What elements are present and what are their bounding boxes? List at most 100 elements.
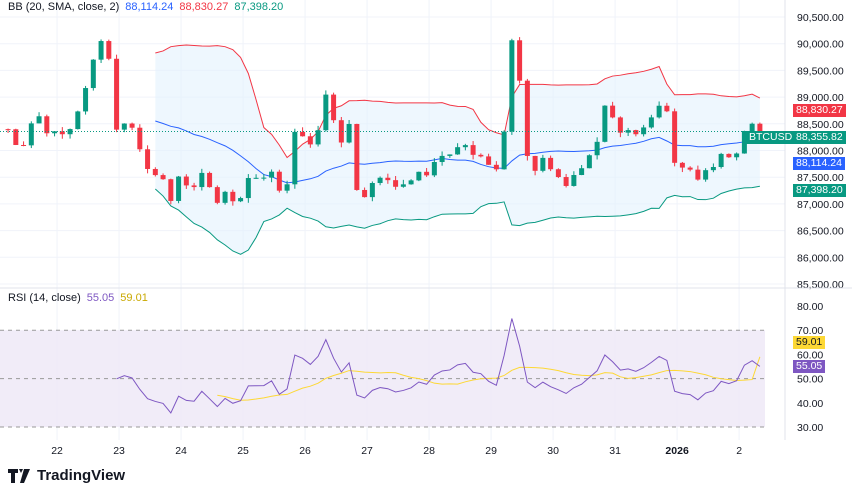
price-tick-label: 86,000.00: [797, 252, 844, 264]
candle: [594, 141, 600, 156]
candle: [726, 153, 732, 158]
bb-lower-line: [154, 185, 760, 255]
candle: [571, 175, 577, 186]
rsi-ma-tag: 59.01: [793, 336, 826, 349]
rsi-legend-label: RSI (14, close): [8, 292, 81, 304]
candle: [207, 172, 213, 188]
candle: [610, 105, 616, 118]
candle: [641, 127, 647, 135]
candle: [13, 129, 19, 145]
candle: [245, 178, 251, 199]
last-price-tag: 88,355.82: [793, 131, 846, 144]
time-tick-label: 29: [485, 445, 497, 457]
rsi-tick-label: 60.00: [797, 349, 823, 361]
candle: [563, 177, 569, 186]
candle: [90, 59, 96, 89]
rsi-tag: 55.05: [793, 360, 826, 373]
time-tick-label: 24: [175, 445, 187, 457]
candle: [28, 123, 34, 146]
price-tick-label: 87,000.00: [797, 199, 844, 211]
bb-lower-tag: 87,398.20: [793, 184, 846, 197]
candle: [741, 130, 747, 154]
rsi-band-fill: [0, 330, 765, 427]
candle: [586, 155, 592, 169]
price-tick-label: 89,000.00: [797, 92, 844, 104]
candle: [338, 120, 344, 143]
time-tick-label: 22: [51, 445, 63, 457]
candle: [509, 40, 515, 132]
price-tick-label: 90,500.00: [797, 12, 844, 24]
bb-upper-value: 88,830.27: [179, 1, 229, 13]
candle: [517, 40, 523, 81]
candle: [431, 162, 437, 176]
candle: [439, 155, 445, 163]
candle: [501, 131, 507, 170]
time-tick-label: 2: [736, 445, 742, 457]
candle: [21, 144, 27, 146]
candle: [447, 154, 453, 156]
candle: [106, 41, 112, 59]
price-tick-label: 89,500.00: [797, 65, 844, 77]
bb-basis-line: [155, 120, 760, 184]
time-tick-label: 28: [423, 445, 435, 457]
candle: [470, 145, 476, 155]
price-tick-label: 88,500.00: [797, 119, 844, 131]
candle: [52, 131, 58, 134]
time-tick-label: 26: [299, 445, 311, 457]
candle: [214, 187, 220, 203]
candle: [424, 171, 430, 176]
candle: [67, 129, 73, 135]
candle: [362, 189, 368, 198]
symbol-tag: BTCUSD: [746, 131, 796, 144]
bb-legend-label: BB (20, SMA, close, 2): [8, 1, 120, 13]
candle: [183, 176, 189, 186]
candle: [672, 111, 678, 163]
candle: [625, 130, 631, 133]
candle: [679, 162, 685, 168]
candle: [238, 198, 244, 202]
rsi-tick-label: 80.00: [797, 301, 823, 313]
time-tick-label: 2026: [665, 445, 689, 457]
time-tick-label: 27: [361, 445, 373, 457]
candle: [5, 129, 11, 131]
bb-basis-value: 88,114.24: [125, 1, 174, 13]
candle: [121, 123, 127, 130]
price-tick-label: 86,500.00: [797, 226, 844, 238]
candle: [400, 184, 406, 187]
candle: [486, 156, 492, 165]
rsi-tick-label: 70.00: [797, 325, 823, 337]
candle: [462, 145, 468, 148]
time-tick-label: 23: [113, 445, 125, 457]
candle: [222, 191, 228, 203]
candle: [734, 153, 740, 158]
candle: [59, 131, 65, 135]
candle: [300, 131, 306, 137]
candle: [532, 155, 538, 171]
price-tick-label: 90,000.00: [797, 39, 844, 51]
candle: [385, 177, 391, 181]
rsi-legend: RSI (14, close) 55.05 59.01: [8, 292, 154, 304]
tradingview-logo[interactable]: TradingView: [8, 467, 125, 484]
candle: [408, 180, 414, 185]
candle: [230, 191, 236, 202]
candle: [176, 176, 182, 201]
candle: [354, 123, 360, 190]
candle: [555, 169, 561, 178]
bb-legend: BB (20, SMA, close, 2) 88,114.24 88,830.27…: [8, 1, 289, 13]
rsi-tick-label: 50.00: [797, 374, 823, 386]
candle: [284, 184, 290, 191]
bb-basis-tag: 88,114.24: [793, 157, 845, 170]
candle: [648, 117, 654, 128]
candle: [749, 123, 755, 131]
candle: [75, 111, 81, 130]
candle: [98, 41, 104, 60]
candle: [703, 170, 709, 180]
candle: [455, 147, 461, 155]
candle: [261, 177, 267, 179]
candle: [524, 80, 530, 156]
candle: [493, 164, 499, 170]
candle: [269, 171, 275, 178]
candle: [346, 123, 352, 143]
candle: [331, 94, 337, 121]
